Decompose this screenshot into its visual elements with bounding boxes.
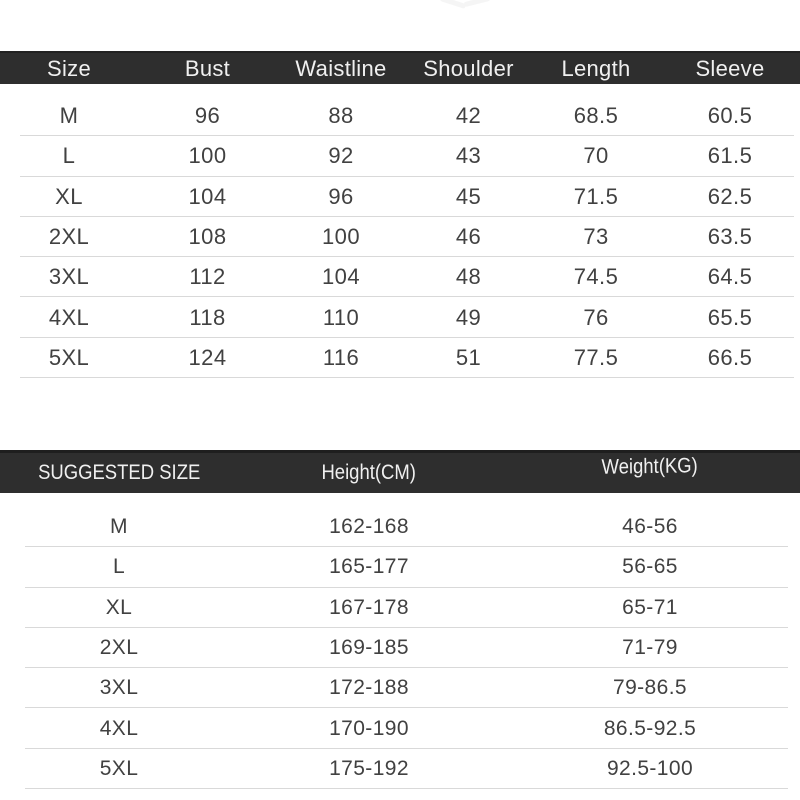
waistline-value: 96 (328, 183, 354, 209)
weight-range: 92.5-100 (606, 756, 694, 780)
size-label: XL (105, 595, 133, 619)
size-label: 2XL (48, 224, 90, 250)
bust-value: 104 (188, 183, 227, 209)
sleeve-value: 65.5 (707, 304, 753, 330)
length-value: 73 (583, 224, 609, 250)
waistline-value: 116 (322, 344, 360, 370)
suggested-size-table-body: M 162-168 46-56 L 165-177 56-65 XL 167-1… (0, 507, 800, 790)
column-header-waistline: Waistline (295, 55, 387, 81)
weight-range: 56-65 (622, 555, 678, 579)
shoulder-value: 51 (455, 344, 482, 370)
height-range: 175-192 (329, 756, 409, 780)
sleeve-value: 63.5 (707, 224, 753, 250)
length-value: 68.5 (573, 103, 619, 129)
height-range: 165-177 (329, 555, 409, 579)
shoulder-value: 42 (455, 103, 482, 129)
shoulder-value: 45 (455, 183, 482, 209)
height-range: 169-185 (329, 636, 409, 660)
weight-range: 46-56 (622, 515, 678, 539)
shoulder-value: 48 (455, 264, 482, 290)
weight-range: 71-79 (622, 636, 678, 660)
weight-range: 65-71 (622, 595, 678, 619)
size-label: 3XL (99, 676, 139, 700)
waistline-value: 104 (322, 264, 360, 290)
table-row: 4XL 170-190 86.5-92.5 (0, 708, 800, 750)
table-row: 3XL 112 104 48 74.5 64.5 (0, 257, 800, 298)
table-row: XL 167-178 65-71 (0, 588, 800, 629)
bust-value: 124 (188, 344, 227, 370)
table-row: 3XL 172-188 79-86.5 (0, 668, 800, 709)
bust-value: 96 (194, 103, 221, 129)
column-header-suggested-size: SUGGESTED SIZE (37, 461, 201, 484)
shoulder-value: 43 (455, 143, 482, 169)
column-header-bust: Bust (184, 55, 231, 81)
bust-value: 112 (189, 264, 226, 290)
length-value: 76 (583, 304, 609, 330)
length-value: 70 (583, 143, 609, 169)
size-label: 3XL (48, 264, 90, 290)
table-row: 2XL 169-185 71-79 (0, 628, 800, 669)
size-label: M (110, 515, 128, 539)
height-range: 170-190 (329, 716, 409, 740)
table-row: 5XL 124 116 51 77.5 66.5 (0, 338, 800, 379)
height-range: 172-188 (329, 676, 409, 700)
shoulder-value: 49 (455, 304, 482, 330)
size-label: XL (55, 183, 83, 209)
bust-value: 108 (188, 224, 227, 250)
size-label: L (62, 143, 76, 169)
waistline-value: 110 (322, 304, 360, 330)
shoulder-value: 46 (455, 224, 482, 250)
table-row: L 100 92 43 70 61.5 (0, 136, 800, 177)
sleeve-value: 62.5 (707, 183, 753, 209)
bust-value: 118 (189, 304, 226, 330)
bust-value: 100 (188, 143, 227, 169)
size-label: 2XL (99, 636, 139, 660)
weight-range: 79-86.5 (612, 676, 688, 700)
column-header-sleeve: Sleeve (695, 55, 765, 81)
watermark-artifact (438, 0, 498, 10)
measurements-table-body: M 96 88 42 68.5 60.5 L 100 92 43 70 61.5… (0, 96, 800, 379)
table-row: XL 104 96 45 71.5 62.5 (0, 177, 800, 218)
table-row: M 96 88 42 68.5 60.5 (0, 96, 800, 137)
column-header-size: Size (47, 55, 91, 81)
height-range: 167-178 (329, 595, 409, 619)
sleeve-value: 64.5 (707, 264, 753, 290)
size-label: 4XL (99, 716, 139, 740)
size-label: 5XL (99, 756, 139, 780)
table-row: 4XL 118 110 49 76 65.5 (0, 297, 800, 339)
length-value: 71.5 (573, 183, 619, 209)
waistline-value: 100 (322, 224, 360, 250)
column-header-weight: Weight(KG) (601, 454, 699, 479)
size-label: L (112, 555, 126, 579)
size-label: M (59, 103, 79, 129)
table-row: 2XL 108 100 46 73 63.5 (0, 217, 800, 258)
suggested-size-table-header: SUGGESTED SIZE Height(CM) Weight(KG) (0, 450, 800, 493)
size-label: 4XL (48, 304, 90, 330)
table-row: 5XL 175-192 92.5-100 (0, 749, 800, 790)
sleeve-value: 66.5 (707, 344, 753, 370)
height-range: 162-168 (329, 515, 409, 539)
size-label: 5XL (48, 344, 90, 370)
sleeve-value: 60.5 (707, 103, 753, 129)
length-value: 74.5 (573, 264, 619, 290)
waistline-value: 88 (328, 103, 354, 129)
sleeve-value: 61.5 (707, 143, 753, 169)
column-header-shoulder: Shoulder (423, 55, 514, 81)
table-row: L 165-177 56-65 (0, 547, 800, 588)
length-value: 77.5 (573, 344, 619, 370)
weight-range: 86.5-92.5 (603, 716, 697, 740)
measurements-table-header: Size Bust Waistline Shoulder Length Slee… (0, 51, 800, 84)
table-row: M 162-168 46-56 (0, 507, 800, 548)
waistline-value: 92 (328, 143, 354, 169)
column-header-length: Length (561, 55, 631, 81)
column-header-height: Height(CM) (321, 461, 417, 484)
